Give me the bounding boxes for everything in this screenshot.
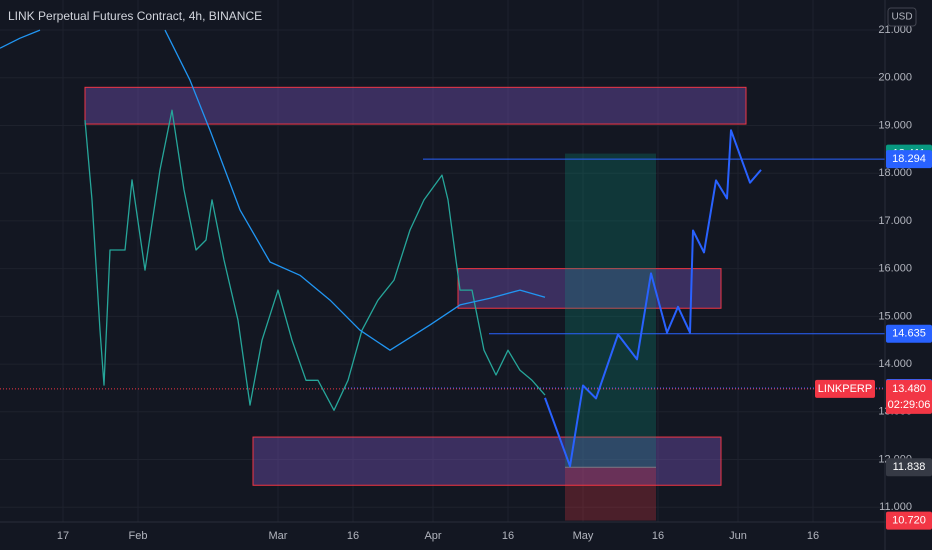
price-label	[886, 324, 932, 343]
x-tick-label: 16	[347, 530, 359, 542]
price-label-text: 14.635	[892, 328, 926, 340]
target-area	[565, 153, 656, 468]
series-line	[84, 109, 546, 411]
x-tick-label: 16	[502, 530, 514, 542]
x-tick-label: 17	[57, 530, 69, 542]
x-tick-label: Mar	[269, 530, 288, 542]
symbol-label	[815, 379, 875, 398]
x-tick-label: 16	[652, 530, 664, 542]
price-label-text: 18.294	[892, 153, 926, 165]
y-tick-label: 11.000	[879, 501, 912, 513]
x-tick-label: Jun	[729, 530, 747, 542]
countdown: 02:29:06	[888, 399, 931, 411]
y-tick-label: 17.000	[878, 215, 912, 227]
axes: 11.00012.00013.00014.00015.00016.00017.0…	[57, 24, 932, 542]
price-label-text: 11.838	[893, 461, 926, 473]
zone	[252, 436, 722, 486]
time-axis	[0, 522, 932, 550]
price-label	[886, 379, 932, 414]
currency-box	[887, 7, 917, 27]
y-tick-label: 16.000	[878, 263, 912, 275]
x-tick-label: Apr	[424, 530, 441, 542]
price-label-text: 13.480	[892, 383, 926, 395]
y-tick-label: 14.000	[878, 358, 912, 370]
price-label-text: 10.720	[892, 514, 926, 526]
chart-title: LINK Perpetual Futures Contract, 4h, BIN…	[8, 9, 262, 23]
x-tick-label: Feb	[129, 530, 148, 542]
price-label	[886, 511, 932, 530]
y-tick-label: 19.000	[878, 119, 912, 131]
y-tick-label: 15.000	[878, 310, 912, 322]
stop-area	[565, 467, 656, 521]
x-tick-label: May	[573, 530, 594, 542]
y-tick-label: 18.000	[878, 167, 912, 179]
y-tick-label: 20.000	[878, 72, 912, 84]
price-label	[886, 150, 932, 169]
y-tick-label: 21.000	[878, 24, 912, 36]
grid	[0, 0, 885, 522]
price-label	[886, 458, 932, 477]
symbol-text: LINKPERP	[818, 383, 872, 395]
zone	[84, 86, 747, 125]
currency: USD	[891, 12, 912, 23]
plot-area	[0, 29, 885, 521]
x-tick-label: 16	[807, 530, 819, 542]
series-line	[544, 129, 762, 468]
series-line	[0, 29, 546, 351]
zone	[457, 268, 722, 309]
